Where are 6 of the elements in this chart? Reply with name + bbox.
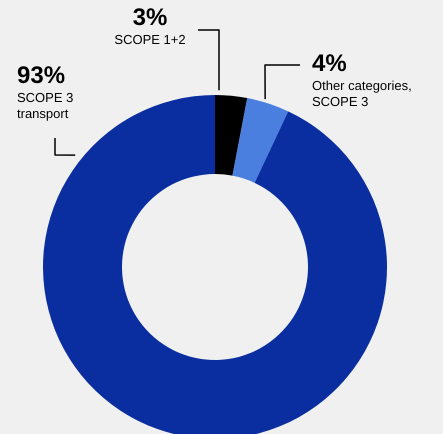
data-label: 93% [17,62,66,90]
data-label: 3% [132,4,168,32]
slice-label: SCOPE 3 transport [17,90,74,122]
data-label: 4% [312,50,348,78]
slice-label: SCOPE 1+2 [113,32,187,48]
slice-label: Other categories, SCOPE 3 [312,78,413,110]
